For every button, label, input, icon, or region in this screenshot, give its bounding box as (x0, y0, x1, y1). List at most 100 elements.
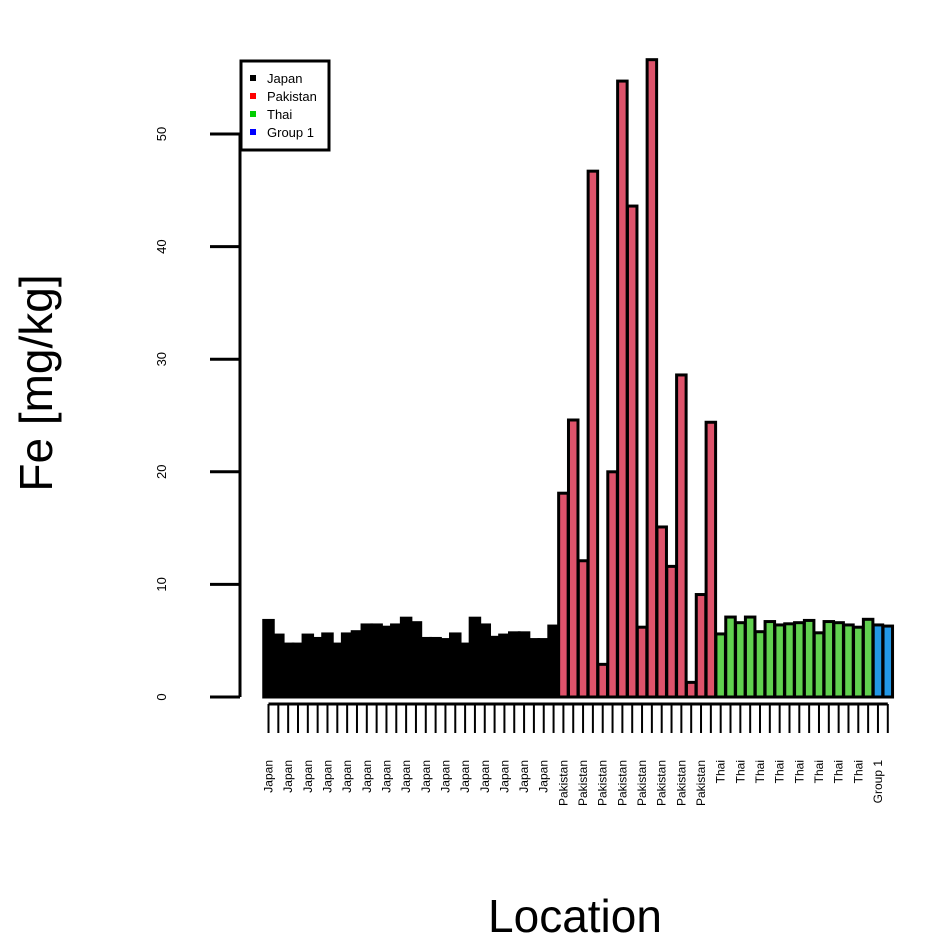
x-tick-label: Japan (262, 760, 276, 793)
bar-japan (488, 635, 501, 699)
x-tick-label: Japan (360, 760, 374, 793)
bar-japan (508, 631, 521, 699)
x-tick-label: Thai (773, 760, 787, 783)
legend-label: Japan (267, 71, 302, 86)
y-axis-label: Fe [mg/kg] (10, 274, 62, 491)
bar-japan (340, 632, 354, 699)
bar-japan (547, 624, 560, 699)
bar-japan (390, 623, 403, 699)
bar-thai (714, 632, 727, 699)
bar-thai (724, 615, 737, 699)
x-tick-label: Japan (537, 760, 551, 793)
legend-label: Pakistan (267, 89, 317, 104)
x-tick-label: Japan (438, 760, 452, 793)
x-tick-label: Pakistan (674, 760, 688, 806)
x-tick-label: Pakistan (694, 760, 708, 806)
bar-japan (281, 642, 295, 699)
bar-japan (419, 636, 433, 699)
bar-thai (793, 621, 806, 699)
bar-thai (734, 621, 747, 699)
bar-japan (331, 642, 344, 699)
y-tick-label: 0 (154, 693, 169, 700)
bar-pakistan (635, 625, 649, 699)
x-tick-label: Japan (379, 760, 393, 793)
bars-layer (262, 58, 895, 699)
bar-japan (498, 633, 511, 699)
bar-pakistan (675, 373, 688, 699)
bar-japan (370, 623, 383, 699)
bar-group-1 (871, 623, 885, 699)
bar-japan (399, 616, 413, 699)
bar-japan (311, 636, 324, 699)
y-tick-label: 30 (154, 352, 169, 366)
bar-japan (291, 642, 305, 699)
bar-thai (763, 620, 777, 699)
x-tick-label: Thai (851, 760, 865, 783)
x-tick-label: Japan (458, 760, 472, 793)
x-tick-label: Thai (812, 760, 826, 783)
legend-swatch (250, 129, 256, 135)
bar-japan (350, 630, 364, 699)
bar-pakistan (625, 204, 639, 699)
x-tick-label: Japan (320, 760, 334, 793)
bar-japan (380, 625, 393, 699)
bar-thai (743, 615, 757, 699)
legend-swatch (250, 75, 256, 81)
bar-japan (409, 621, 423, 699)
bar-thai (812, 631, 826, 699)
legend: Japan Pakistan Thai Group 1 (239, 59, 331, 152)
bar-group-1 (881, 624, 895, 699)
bar-thai (753, 630, 767, 699)
x-tick-label: Pakistan (596, 760, 610, 806)
bar-pakistan (616, 79, 629, 699)
legend-swatch (250, 93, 256, 99)
x-tick-label: Pakistan (635, 760, 649, 806)
bar-japan (321, 632, 334, 699)
x-tick-label: Thai (714, 760, 728, 783)
bar-thai (802, 618, 816, 699)
bar-pakistan (576, 559, 590, 699)
x-tick-label: Japan (517, 760, 531, 793)
x-tick-label: Thai (832, 760, 846, 783)
x-tick-label: Pakistan (576, 760, 590, 806)
bar-pakistan (684, 680, 698, 699)
x-tick-label: Thai (792, 760, 806, 783)
bar-japan (360, 623, 374, 699)
legend-label: Thai (267, 107, 292, 122)
x-tick-label: Japan (399, 760, 413, 793)
x-tick-label: Pakistan (615, 760, 629, 806)
bar-japan (478, 623, 492, 699)
x-tick-label: Japan (497, 760, 511, 793)
y-tick-label: 10 (154, 577, 169, 591)
y-tick-label: 20 (154, 465, 169, 479)
bar-pakistan (694, 593, 708, 699)
bar-thai (773, 623, 786, 699)
x-axis-label: Location (488, 890, 662, 942)
bar-japan (272, 633, 285, 699)
x-axis: Japan Japan Japan Japan Japan Japan Japan Japan… (262, 702, 889, 806)
y-tick-label: 50 (154, 127, 169, 141)
x-tick-label: Thai (733, 760, 747, 783)
bar-japan (262, 618, 275, 699)
bar-japan (449, 632, 462, 699)
x-tick-label: Group 1 (871, 760, 885, 804)
x-tick-label: Japan (340, 760, 354, 793)
x-tick-label: Japan (301, 760, 315, 793)
x-tick-label: Japan (419, 760, 433, 793)
bar-japan (429, 636, 442, 699)
bar-pakistan (665, 564, 678, 699)
bar-japan (458, 642, 472, 699)
x-tick-label: Japan (281, 760, 295, 793)
bar-thai (842, 623, 855, 699)
x-tick-label: Pakistan (556, 760, 570, 806)
bar-pakistan (606, 470, 619, 699)
bar-japan (517, 631, 531, 699)
x-tick-label: Thai (753, 760, 767, 783)
bar-japan (468, 616, 482, 699)
x-tick-label: Pakistan (655, 760, 669, 806)
y-axis: 0 10 20 30 40 50 (154, 127, 242, 701)
bar-pakistan (557, 491, 570, 699)
bar-pakistan (645, 58, 659, 699)
bar-japan (301, 633, 315, 699)
